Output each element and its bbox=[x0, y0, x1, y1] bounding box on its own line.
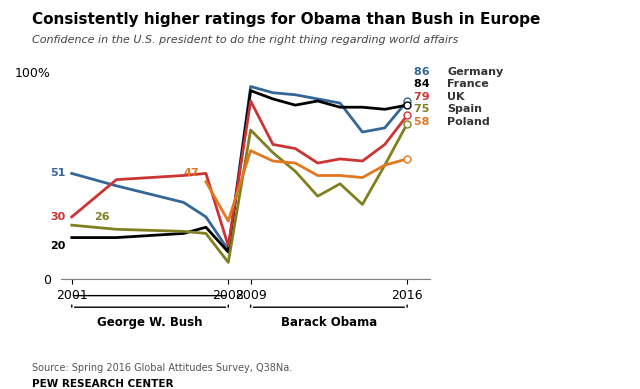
Text: 58: 58 bbox=[414, 117, 433, 127]
Text: Barack Obama: Barack Obama bbox=[281, 316, 377, 329]
Text: Source: Spring 2016 Global Attitudes Survey, Q38Na.: Source: Spring 2016 Global Attitudes Sur… bbox=[32, 363, 292, 373]
Text: Consistently higher ratings for Obama than Bush in Europe: Consistently higher ratings for Obama th… bbox=[32, 12, 540, 27]
Text: Spain: Spain bbox=[447, 104, 483, 114]
Text: 47: 47 bbox=[184, 168, 199, 179]
Text: 75: 75 bbox=[414, 104, 433, 114]
Text: Confidence in the U.S. president to do the right thing regarding world affairs: Confidence in the U.S. president to do t… bbox=[32, 35, 458, 45]
Text: PEW RESEARCH CENTER: PEW RESEARCH CENTER bbox=[32, 379, 173, 389]
Text: 84: 84 bbox=[414, 79, 433, 89]
Text: Poland: Poland bbox=[447, 117, 490, 127]
Text: 51: 51 bbox=[50, 168, 65, 179]
Text: 30: 30 bbox=[50, 212, 65, 222]
Text: 79: 79 bbox=[414, 92, 433, 102]
Text: France: France bbox=[447, 79, 489, 89]
Text: George W. Bush: George W. Bush bbox=[97, 316, 203, 329]
Text: 20: 20 bbox=[50, 241, 65, 251]
Text: 26: 26 bbox=[94, 212, 110, 222]
Text: Germany: Germany bbox=[447, 67, 504, 77]
Text: UK: UK bbox=[447, 92, 465, 102]
Text: 86: 86 bbox=[414, 67, 433, 77]
